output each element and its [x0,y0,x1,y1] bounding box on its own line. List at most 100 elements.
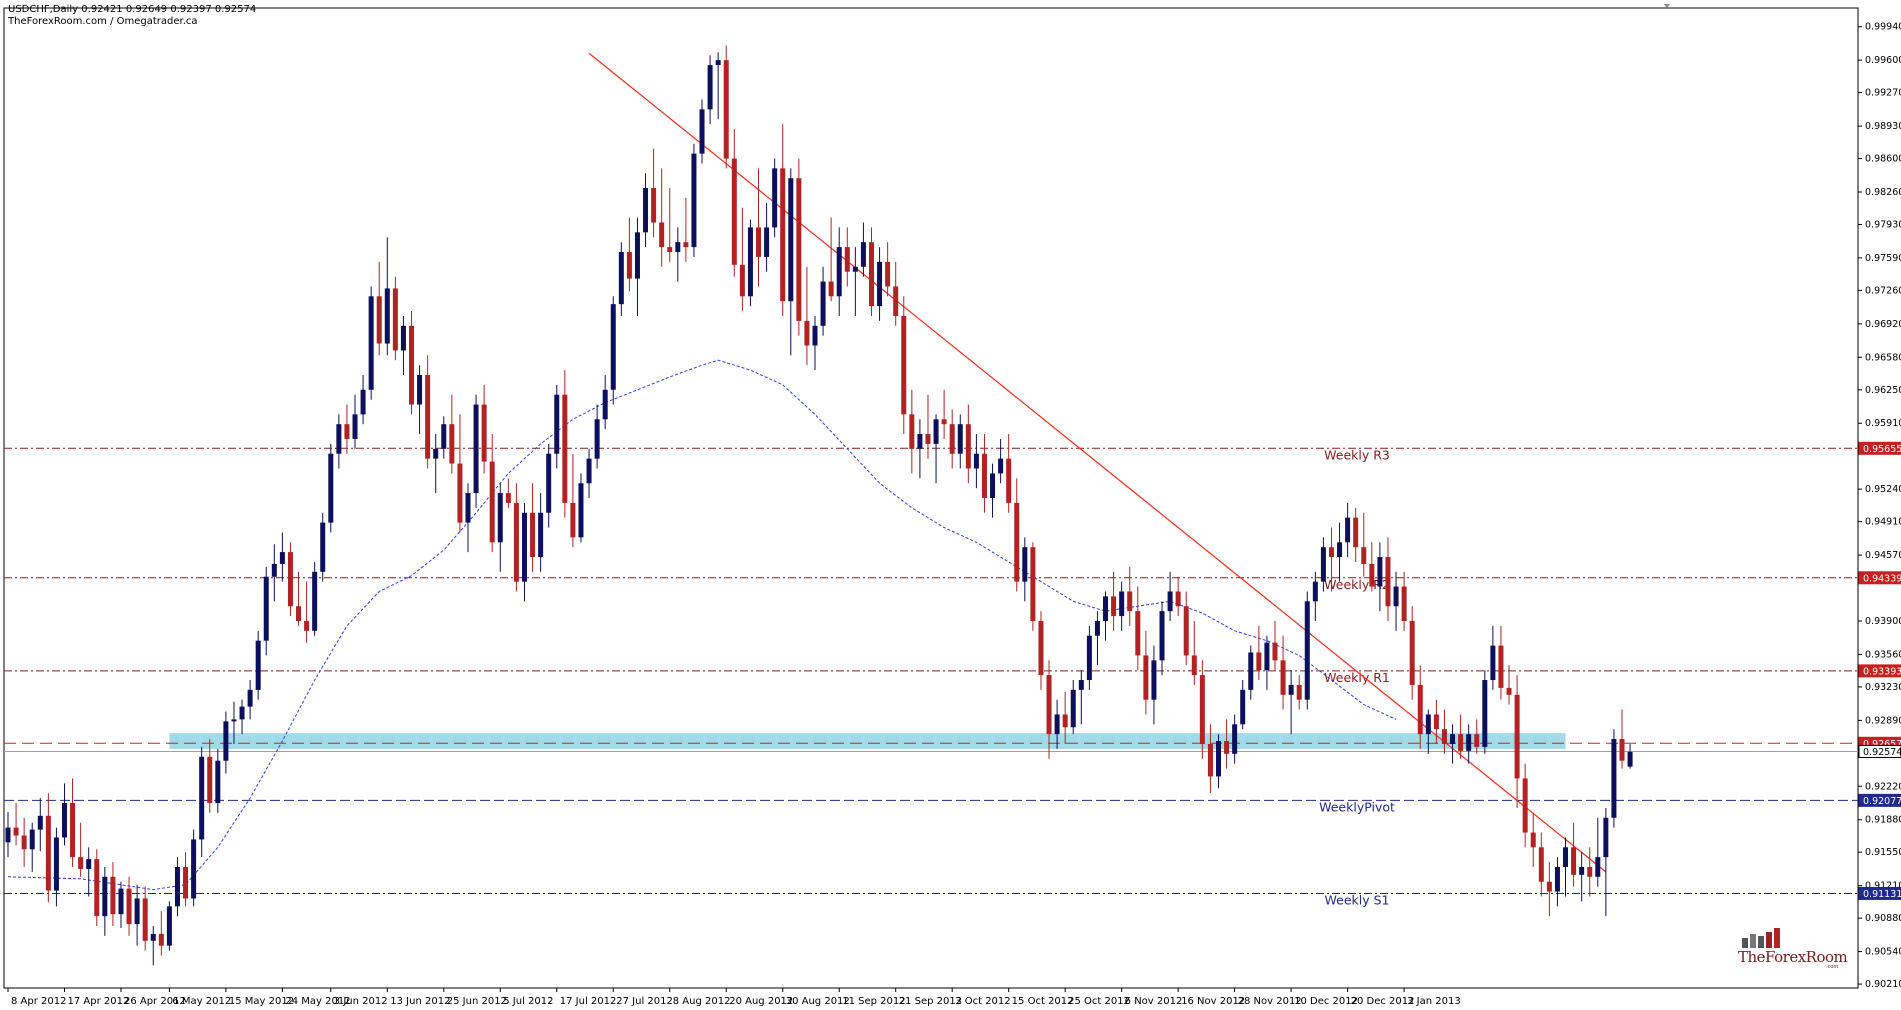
candle-body [344,424,350,439]
candle-body [772,168,778,228]
candle-body [1490,645,1496,681]
y-tick-label: 0.92220 [1865,781,1901,792]
candle [1603,807,1609,917]
candle [925,394,931,459]
candle-body [990,473,996,498]
candle-body [1522,778,1528,833]
candle-body [142,898,148,941]
candle [731,129,737,277]
candle-body [828,281,834,297]
candle-body [134,898,140,925]
plot-frame [3,7,1859,989]
candle [1216,734,1221,789]
candle-body [909,414,915,449]
candle [643,173,649,248]
candle [425,355,431,469]
candle-body [400,325,406,351]
candle-body [497,493,503,543]
candle [1135,586,1141,671]
candle-body [1603,817,1609,858]
candle [505,478,511,508]
candle-body [1385,557,1391,607]
candle-body [158,933,164,946]
candle-body [764,227,770,257]
candle [61,783,67,846]
candle [691,143,697,257]
candle [1595,817,1601,887]
candle [546,443,552,528]
candle [578,473,584,543]
candle [941,389,947,439]
candle [312,561,318,636]
candle [530,483,536,572]
y-tick-label: 0.90210 [1865,979,1901,990]
candle-body [998,458,1004,474]
candle-body [1441,729,1447,744]
candle-body [433,448,439,459]
candle-body [546,453,552,513]
candle-body [94,859,100,917]
candle [45,793,51,903]
candle [1167,571,1173,621]
candle-body [1022,547,1028,582]
candle [1054,699,1060,749]
candle-body [1474,734,1480,747]
candle [497,483,503,572]
candle-body [860,242,866,267]
candle-body [13,827,19,836]
candle [1522,763,1528,848]
candle [1014,478,1020,592]
candle-body [804,320,810,346]
candle [457,414,463,533]
candle [1022,537,1028,602]
candle [626,217,632,292]
candle-body [521,512,527,582]
logo-bars-icon [1742,928,1780,948]
candle [174,857,180,917]
candle [433,434,439,494]
candle [957,414,963,469]
candle-body [731,158,737,265]
candle [1563,837,1569,897]
price-tag: 0.95655 [1858,441,1901,455]
candle [158,911,164,956]
candle [1369,542,1375,592]
candle [1296,675,1302,710]
candle-body [812,325,818,346]
candle-body [1264,642,1270,671]
candle-body [941,419,947,425]
candle-body [1078,680,1084,690]
y-tick-label: 0.96250 [1865,385,1901,396]
price-tag-box [1858,441,1901,455]
candle-body [667,247,673,253]
candle-body [594,419,600,459]
candle-body [505,493,511,503]
price-tag-label: 0.94339 [1863,573,1901,584]
candle-body [1409,620,1415,685]
candle [1038,611,1044,690]
candle-body [376,296,382,344]
candle [538,493,544,572]
candle-body [796,178,802,321]
candle-body [973,453,979,469]
candle-body [1369,563,1375,587]
candle [901,296,907,435]
candle-body [788,178,794,302]
candle [852,247,858,316]
price-tag: 0.91131 [1858,886,1901,900]
candle-body [392,288,398,351]
candle [1103,591,1109,641]
candle-body [707,65,713,110]
y-tick-label: 0.99270 [1865,88,1901,99]
candle [990,463,996,518]
candle [1111,571,1117,631]
candle-body [223,721,229,761]
x-tick-label: 3 Oct 2012 [955,996,1010,1007]
y-tick-label: 0.98260 [1865,187,1901,198]
candle-body [1328,547,1334,558]
candle-body [554,394,560,454]
candle-body [1046,675,1052,735]
candle [86,847,92,897]
candle-body [1111,596,1117,617]
candle [5,811,11,858]
